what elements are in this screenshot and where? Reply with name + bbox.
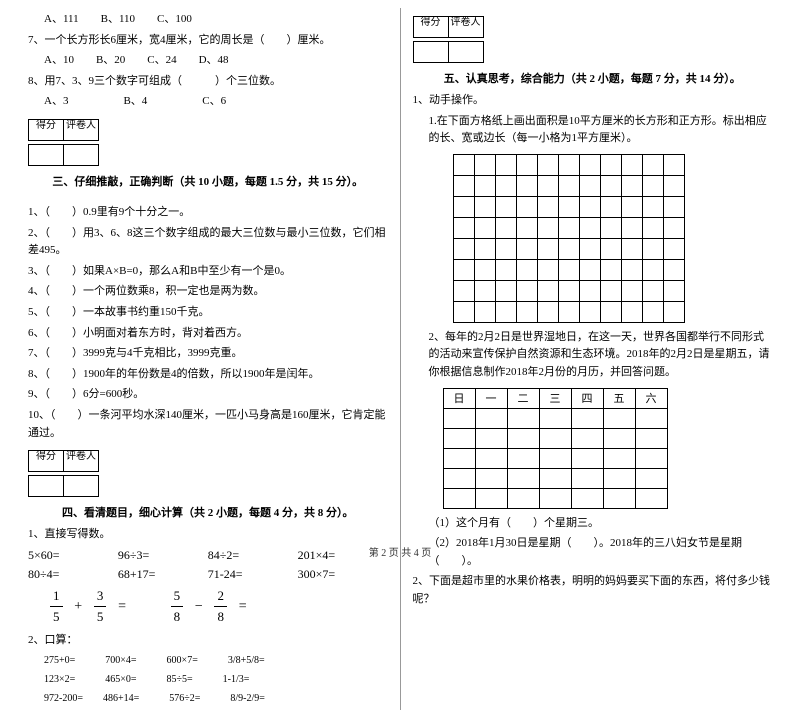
task-3: 2、下面是超市里的水果价格表，明明的妈妈要买下面的东西，将付多少钱呢？ — [413, 573, 773, 608]
q8: 8、用7、3、9三个数字可组成（ ）个三位数。 — [28, 73, 388, 91]
section-4-title: 四、看清题目，细心计算（共 2 小题，每题 4 分，共 8 分）。 — [28, 504, 388, 520]
score-box-3: 得分 评卷人 — [28, 119, 388, 141]
weekday-wed: 三 — [539, 388, 571, 408]
score-box-4: 得分 评卷人 — [28, 450, 388, 472]
judge-10: 10、（ ）一条河平均水深140厘米，一匹小马身高是160厘米，它肯定能通过。 — [28, 407, 388, 442]
mental-3: 972-200= 486+14= 576÷2= 8/9-2/9= — [28, 691, 388, 707]
score-label: 得分 — [28, 450, 64, 472]
mental-1: 275+0= 700×4= 600×7= 3/8+5/8= — [28, 653, 388, 669]
page-footer: 第 2 页 共 4 页 — [0, 544, 800, 559]
weekday-sat: 六 — [635, 388, 667, 408]
calc-2-title: 2、口算： — [28, 632, 388, 650]
judge-7: 7、（ ）3999克与4千克相比，3999克重。 — [28, 345, 388, 363]
judge-6: 6、（ ）小明面对着东方时，背对着西方。 — [28, 325, 388, 343]
score-row — [413, 41, 773, 66]
weekday-mon: 一 — [475, 388, 507, 408]
calendar-table: 日 一 二 三 四 五 六 — [443, 388, 668, 509]
weekday-sun: 日 — [443, 388, 475, 408]
task-1a: 1.在下面方格纸上画出面积是10平方厘米的长方形和正方形。标出相应的长、宽或边长… — [413, 113, 773, 148]
score-label: 得分 — [413, 16, 449, 38]
judge-3: 3、（ ）如果A×B=0，那么A和B中至少有一个是0。 — [28, 263, 388, 281]
sub-q1: （1）这个月有（ ）个星期三。 — [413, 515, 773, 533]
judge-9: 9、（ ）6分=600秒。 — [28, 386, 388, 404]
grader-label: 评卷人 — [63, 119, 99, 141]
section-5-title: 五、认真思考，综合能力（共 2 小题，每题 7 分，共 14 分）。 — [413, 70, 773, 86]
column-divider — [400, 8, 401, 710]
judge-8: 8、（ ）1900年的年份数是4的倍数，所以1900年是闰年。 — [28, 366, 388, 384]
calc-1-title: 1、直接写得数。 — [28, 526, 388, 544]
judge-2: 2、（ ）用3、6、8这三个数字组成的最大三位数与最小三位数，它们相差495。 — [28, 225, 388, 260]
calc-row-2: 80÷4= 68+17= 71-24= 300×7= — [28, 567, 388, 582]
weekday-fri: 五 — [603, 388, 635, 408]
grader-label: 评卷人 — [448, 16, 484, 38]
grader-label: 评卷人 — [63, 450, 99, 472]
q6-options: A、111 B、110 C、100 — [28, 11, 388, 29]
judge-1: 1、（ ）0.9里有9个十分之一。 — [28, 204, 388, 222]
score-label: 得分 — [28, 119, 64, 141]
mental-2: 123×2= 465×0= 85÷5= 1-1/3= — [28, 672, 388, 688]
weekday-tue: 二 — [507, 388, 539, 408]
task-1: 1、动手操作。 — [413, 92, 773, 110]
score-row — [28, 475, 388, 500]
q7: 7、一个长方形长6厘米，宽4厘米，它的周长是（ ）厘米。 — [28, 32, 388, 50]
task-2: 2、每年的2月2日是世界湿地日，在这一天，世界各国都举行不同形式的活动来宣传保护… — [413, 329, 773, 382]
q7-options: A、10 B、20 C、24 D、48 — [28, 52, 388, 70]
judge-4: 4、（ ）一个两位数乘8，积一定也是两为数。 — [28, 283, 388, 301]
score-box-5: 得分 评卷人 — [413, 16, 773, 38]
weekday-thu: 四 — [571, 388, 603, 408]
fraction-row: 15 + 35 = 58 − 28 = — [28, 586, 388, 629]
q8-options: A、3 B、4 C、6 — [28, 93, 388, 111]
score-row — [28, 144, 388, 169]
grid-paper — [453, 154, 685, 323]
judge-5: 5、（ ）一本故事书约重150千克。 — [28, 304, 388, 322]
section-3-title: 三、仔细推敲，正确判断（共 10 小题，每题 1.5 分，共 15 分）。 — [28, 173, 388, 189]
